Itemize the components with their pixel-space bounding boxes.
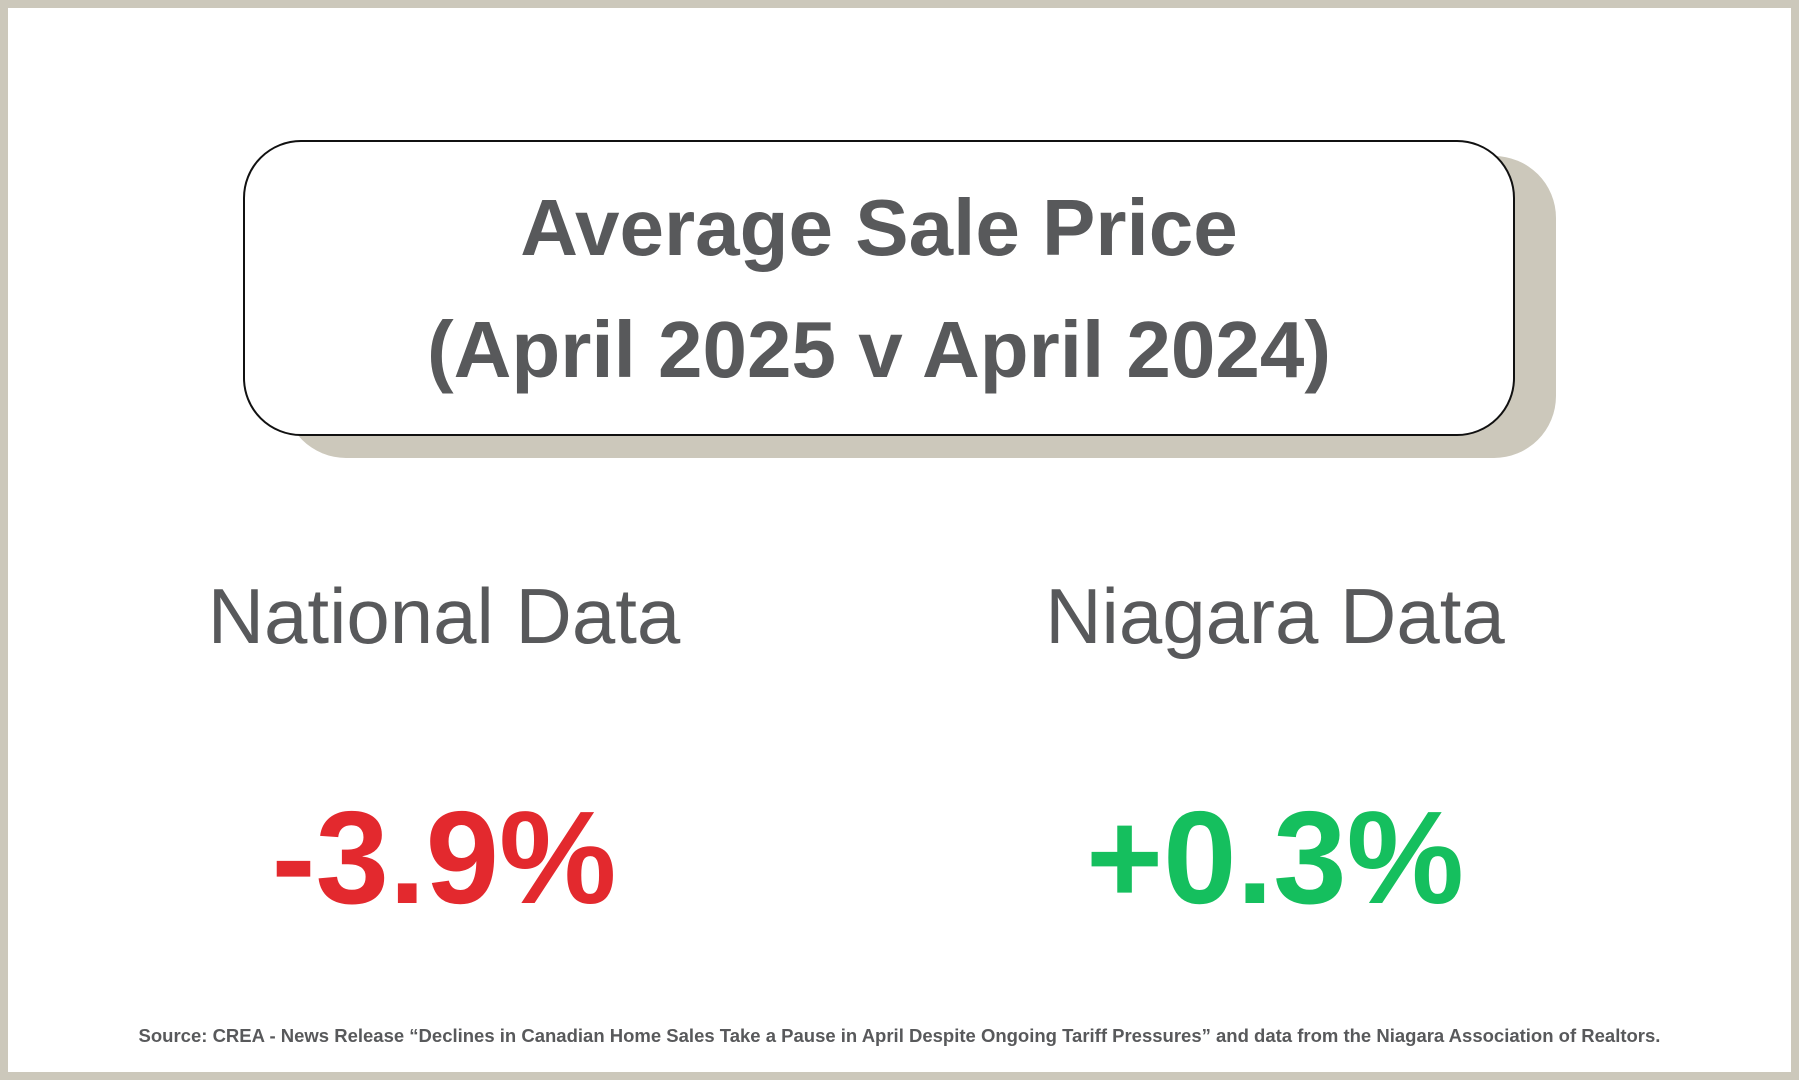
title-line-1: Average Sale Price bbox=[520, 183, 1238, 272]
title-box bbox=[243, 140, 1515, 436]
source-note: Source: CREA - News Release “Declines in… bbox=[138, 1025, 1661, 1046]
national-change-value: -3.9% bbox=[271, 784, 617, 931]
national-data-label: National Data bbox=[207, 572, 681, 660]
niagara-change-value: +0.3% bbox=[1086, 784, 1464, 931]
title-line-2: (April 2025 v April 2024) bbox=[426, 305, 1332, 394]
niagara-data-label: Niagara Data bbox=[1045, 572, 1505, 660]
